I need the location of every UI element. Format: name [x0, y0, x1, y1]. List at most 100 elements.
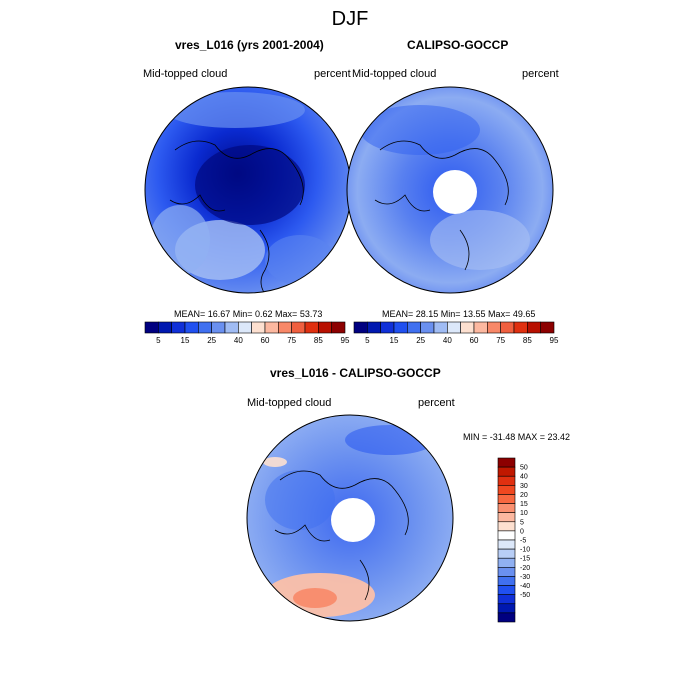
panel2-colorbar-tick-label: 60	[470, 336, 479, 345]
panel3-colorbar-tick-label: -15	[520, 556, 530, 563]
panel2-colorbar-tick-label: 75	[496, 336, 505, 345]
panel3-colorbar-swatch	[497, 594, 516, 605]
panel2-colorbar-tick-label: 85	[523, 336, 532, 345]
panel1-colorbar-swatch	[211, 321, 226, 334]
panel3-variable-label: Mid-topped cloud	[247, 397, 332, 409]
panel3-colorbar-swatch	[497, 612, 516, 623]
panel3-colorbar-tick-label: 5	[520, 519, 524, 526]
panel2-colorbar-swatch	[367, 321, 381, 334]
panel2-colorbar-tick-label: 95	[550, 336, 559, 345]
panel3-colorbar-swatch	[497, 567, 516, 577]
panel2-colorbar-tick-label: 5	[365, 336, 370, 345]
panel3-colorbar-tick-label: 0	[520, 528, 524, 535]
main-title: DJF	[331, 8, 369, 30]
panel2-colorbar-tick-label: 40	[443, 336, 452, 345]
panel1-colorbar-tick-label: 40	[234, 336, 243, 345]
panel1-colorbar-tick-label: 25	[207, 336, 216, 345]
panel1-stats: MEAN= 16.67 Min= 0.62 Max= 53.73	[174, 309, 323, 319]
panel2-colorbar-swatch	[393, 321, 408, 334]
panel2-colorbar-swatch	[407, 321, 421, 334]
panel1-colorbar-swatch	[224, 321, 239, 334]
panel1-colorbar-tick-label: 85	[314, 336, 323, 345]
panel1-colorbar-swatch	[251, 321, 266, 334]
panel1-variable-label: Mid-topped cloud	[143, 68, 228, 80]
panel1-colorbar-swatch	[331, 321, 346, 334]
panel1-colorbar-tick-label: 60	[261, 336, 270, 345]
panel3-colorbar-swatch	[497, 530, 516, 541]
panel3-colorbar-tick-label: 15	[520, 501, 528, 508]
panel3-colorbar-tick-label: -10	[520, 547, 530, 554]
panel3-map-border	[246, 414, 454, 622]
panel2-colorbar-swatch	[540, 321, 555, 334]
panel1-colorbar-swatch	[198, 321, 212, 334]
panel2-colorbar-swatch	[353, 321, 368, 334]
panel2-colorbar: 5 15 25 40 60 75 85 95	[353, 321, 559, 345]
panel1-colorbar-tick-label: 95	[341, 336, 350, 345]
panel2-colorbar-swatch	[527, 321, 541, 334]
panel2-colorbar-swatch	[513, 321, 528, 334]
panel3-colorbar-swatch	[497, 539, 516, 550]
panel1-colorbar-swatch	[291, 321, 306, 334]
panel2-map	[347, 87, 553, 293]
panel3-colorbar-swatch	[497, 457, 516, 468]
panel1-map	[145, 87, 351, 293]
panel3-colorbar-tick-label: -30	[520, 574, 530, 581]
panel1-colorbar-swatch	[304, 321, 319, 334]
panel2-colorbar-tick-label: 25	[416, 336, 425, 345]
panel3-colorbar-swatch	[497, 585, 516, 595]
panel2-colorbar-tick-label: 15	[390, 336, 399, 345]
panel2-title: CALIPSO-GOCCP	[407, 38, 509, 52]
panel2-variable-label: Mid-topped cloud	[352, 68, 437, 80]
panel1-colorbar-swatch	[278, 321, 292, 334]
panel2-polar-hole	[433, 170, 477, 214]
panel2-stats: MEAN= 28.15 Min= 13.55 Max= 49.65	[382, 309, 536, 319]
panel1-colorbar-tick-label: 75	[287, 336, 296, 345]
panel3-colorbar-swatch	[497, 557, 516, 568]
panel1-colorbar-swatch	[184, 321, 199, 334]
panel2-colorbar-swatch	[447, 321, 461, 334]
panel3-colorbar-swatch	[497, 475, 516, 486]
panel3-colorbar-tick-label: -5	[520, 538, 526, 545]
panel3-colorbar-tick-label: 50	[520, 465, 528, 472]
panel3-stats: MIN = -31.48 MAX = 23.42	[463, 432, 571, 442]
panel3-colorbar-swatch	[497, 494, 516, 504]
panel2-colorbar-swatch	[433, 321, 448, 334]
panel3-map	[247, 415, 453, 621]
panel3-colorbar-tick-label: -40	[520, 583, 530, 590]
panel1-colorbar: 5 15 25 40 60 75 85 95	[144, 321, 350, 345]
panel2-colorbar-swatch	[420, 321, 435, 334]
panel3-colorbar-tick-label: 40	[520, 474, 528, 481]
panel3-colorbar-tick-label: 10	[520, 510, 528, 517]
panel3-colorbar-tick-label: 20	[520, 492, 528, 499]
panel3-colorbar-swatch	[497, 485, 516, 495]
panel2-colorbar-swatch	[473, 321, 488, 334]
panel3-colorbar-swatch	[497, 466, 516, 477]
panel3-colorbar-swatch	[497, 603, 516, 614]
panel1-colorbar-swatch	[238, 321, 252, 334]
panel2-colorbar-swatch	[487, 321, 501, 334]
panel1-colorbar-swatch	[158, 321, 172, 334]
panel1-colorbar-tick-label: 15	[181, 336, 190, 345]
panel2-colorbar-swatch	[380, 321, 395, 334]
panel1-colorbar-swatch	[171, 321, 186, 334]
panel3-colorbar-tick-label: 30	[520, 483, 528, 490]
panel1-colorbar-swatch	[144, 321, 159, 334]
panel3-colorbar-swatch	[497, 548, 516, 559]
panel3-colorbar-swatch	[497, 512, 516, 523]
panel3-polar-hole	[331, 498, 375, 542]
panel1-units-label: percent	[314, 68, 351, 80]
panel3-colorbar-swatch	[497, 503, 516, 513]
panel3-units-label: percent	[418, 397, 455, 409]
panel1-colorbar-tick-label: 5	[156, 336, 161, 345]
panel2-colorbar-swatch	[500, 321, 515, 334]
panel1-title: vres_L016 (yrs 2001-2004)	[175, 38, 324, 52]
panel2-colorbar-swatch	[460, 321, 475, 334]
panel3-colorbar-swatch	[497, 521, 516, 532]
panel3-colorbar-tick-label: -20	[520, 565, 530, 572]
panel3-colorbar-tick-label: -50	[520, 592, 530, 599]
panel2-map-border	[346, 86, 554, 294]
panel2-units-label: percent	[522, 68, 559, 80]
panel3-title: vres_L016 - CALIPSO-GOCCP	[270, 366, 441, 380]
